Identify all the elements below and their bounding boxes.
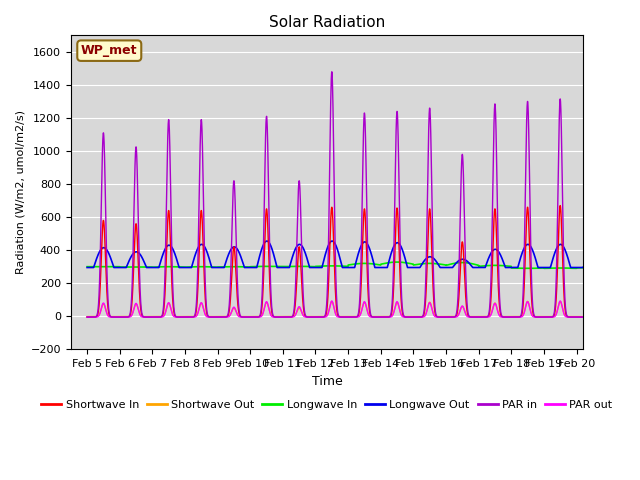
Text: WP_met: WP_met [81,44,138,57]
Title: Solar Radiation: Solar Radiation [269,15,385,30]
Y-axis label: Radiation (W/m2, umol/m2/s): Radiation (W/m2, umol/m2/s) [15,110,25,275]
Legend: Shortwave In, Shortwave Out, Longwave In, Longwave Out, PAR in, PAR out: Shortwave In, Shortwave Out, Longwave In… [37,396,617,415]
X-axis label: Time: Time [312,374,342,387]
